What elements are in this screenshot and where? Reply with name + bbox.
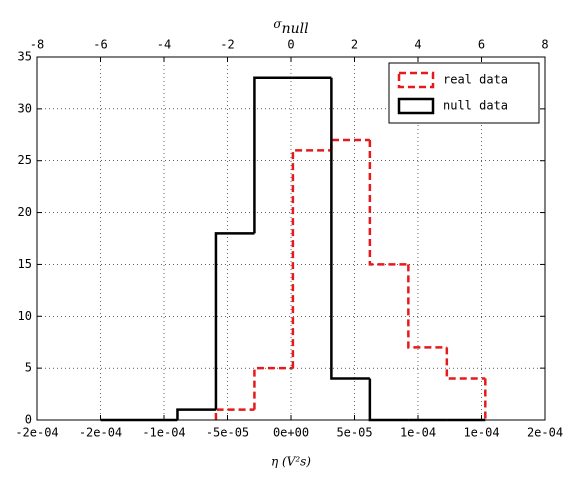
x-tick-label: 1e-04	[463, 426, 499, 440]
legend-label: null data	[443, 99, 508, 113]
histogram-step	[330, 138, 370, 151]
x-tick-label: 0e+00	[273, 426, 309, 440]
x-axis-label: η (V²s)	[271, 455, 311, 469]
y-tick-label: 10	[18, 309, 32, 323]
x-tick-label: -5e-05	[206, 426, 249, 440]
x-tick-label: -1e-04	[142, 426, 185, 440]
x-tick-label: -2e-04	[79, 426, 122, 440]
x-tick-label: 5e-05	[336, 426, 372, 440]
top-tick-label: 2	[351, 38, 358, 52]
top-tick-label: 6	[478, 38, 485, 52]
plot-frame	[36, 56, 546, 421]
top-axis-subscript: null	[282, 21, 309, 37]
top-tick-label: -2	[220, 38, 234, 52]
histogram-step	[445, 347, 486, 380]
histogram-step	[176, 408, 216, 420]
x-tick-label: -2e-04	[15, 426, 58, 440]
legend-label: real data	[443, 73, 508, 87]
histogram-step	[368, 378, 409, 422]
top-tick-label: -4	[157, 38, 171, 52]
y-tick-label: 30	[18, 101, 32, 115]
top-axis-symbol: σ	[273, 17, 282, 31]
histogram-step	[253, 366, 293, 410]
y-tick-label: 25	[18, 153, 32, 167]
x-tick-label: 1e-04	[400, 426, 436, 440]
legend-swatch	[397, 97, 435, 115]
histogram-step	[291, 149, 332, 369]
y-tick-label: 5	[25, 361, 32, 375]
top-tick-label: -8	[30, 38, 44, 52]
legend-swatch	[397, 71, 435, 89]
histogram-step	[214, 232, 255, 410]
y-tick-label: 35	[18, 50, 32, 64]
top-tick-label: 0	[287, 38, 294, 52]
histogram-step	[368, 139, 409, 266]
y-tick-label: 0	[25, 413, 32, 427]
top-tick-label: 8	[541, 38, 548, 52]
top-axis-label: σnull	[273, 17, 308, 38]
top-tick-label: -6	[93, 38, 107, 52]
histogram-step	[407, 264, 447, 349]
x-tick-label: 2e-04	[527, 426, 563, 440]
y-tick-label: 15	[18, 257, 32, 271]
histogram-step	[330, 77, 370, 380]
y-tick-label: 20	[18, 205, 32, 219]
top-tick-label: 4	[414, 38, 421, 52]
histogram-step	[214, 408, 255, 420]
histogram-step	[253, 76, 293, 234]
